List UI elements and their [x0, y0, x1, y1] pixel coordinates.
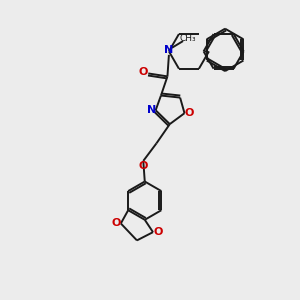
Text: O: O	[138, 161, 147, 171]
Text: O: O	[153, 227, 162, 237]
Text: O: O	[138, 67, 148, 77]
Text: N: N	[164, 45, 173, 55]
Text: N: N	[147, 105, 156, 115]
Text: CH₃: CH₃	[179, 34, 196, 43]
Text: O: O	[184, 108, 194, 118]
Text: O: O	[111, 218, 121, 229]
